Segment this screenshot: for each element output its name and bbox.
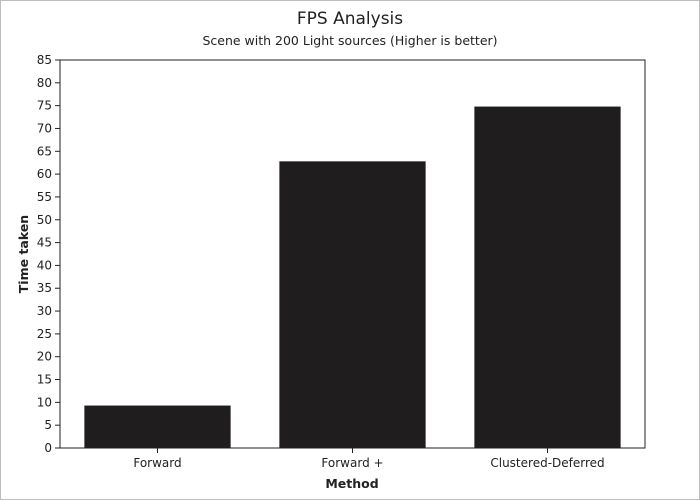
- y-tick-label: 35: [37, 281, 52, 295]
- bar-forward: [84, 405, 231, 448]
- y-tick-label: 80: [37, 76, 52, 90]
- x-axis: Forward Forward + Clustered-Deferred: [133, 448, 605, 470]
- bars: [84, 106, 621, 448]
- y-tick-label: 5: [44, 418, 52, 432]
- y-tick-label: 65: [37, 144, 52, 158]
- y-tick-label: 40: [37, 258, 52, 272]
- bar-forward: [279, 161, 426, 448]
- chart-subtitle: Scene with 200 Light sources (Higher is …: [202, 33, 497, 48]
- y-tick-label: 0: [44, 441, 52, 455]
- x-tick-label: Forward +: [321, 456, 383, 470]
- y-tick-label: 25: [37, 327, 52, 341]
- y-tick-label: 60: [37, 167, 52, 181]
- y-tick-label: 15: [37, 373, 52, 387]
- y-tick-label: 85: [37, 53, 52, 67]
- x-tick-label: Forward: [133, 456, 181, 470]
- bar-clustered-deferred: [474, 106, 621, 448]
- y-tick-label: 45: [37, 236, 52, 250]
- x-tick-label: Clustered-Deferred: [490, 456, 604, 470]
- y-tick-label: 75: [37, 99, 52, 113]
- y-axis: 0 5 10 15 20 25 30 35 40 45 50 55 60 65 70 75 80 85: [37, 53, 60, 455]
- y-tick-label: 20: [37, 350, 52, 364]
- y-tick-label: 55: [37, 190, 52, 204]
- y-tick-label: 70: [37, 121, 52, 135]
- y-tick-label: 10: [37, 395, 52, 409]
- chart-title: FPS Analysis: [297, 9, 403, 29]
- y-tick-label: 50: [37, 213, 52, 227]
- y-tick-label: 30: [37, 304, 52, 318]
- y-axis-title: Time taken: [16, 215, 31, 293]
- x-axis-title: Method: [325, 476, 378, 491]
